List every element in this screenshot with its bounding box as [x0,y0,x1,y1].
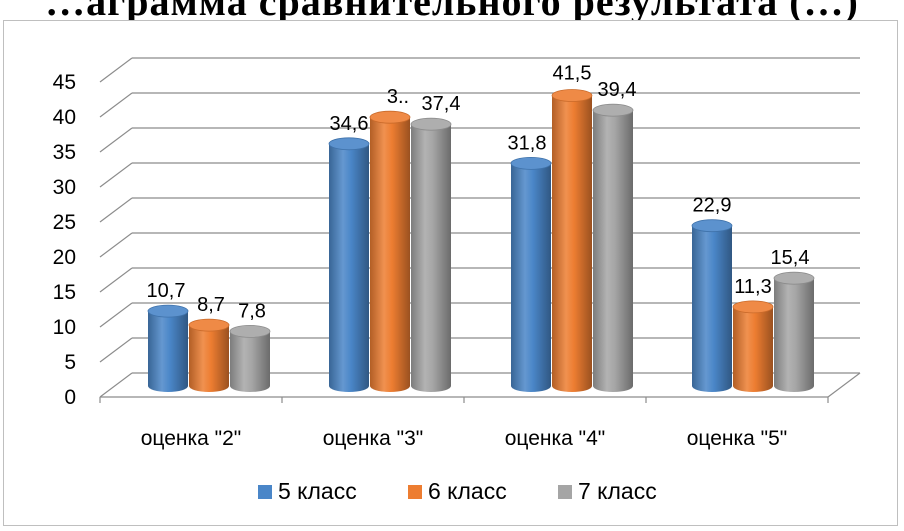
legend-swatch [558,485,572,499]
data-label: 15,4 [771,247,810,269]
bar-top [188,318,230,332]
x-tick-label: оценка "3" [323,427,424,450]
data-labels: 10,7 8,7 7,8 34,6 3.. 37,4 31,8 41,5 39,4 22,9 11,… [147,63,810,323]
bar [511,163,551,392]
bar [189,325,229,392]
bar [692,225,732,392]
data-label: 34,6 [330,113,369,135]
bar [552,95,592,392]
gridline-depth [99,267,133,293]
y-tick-label: 40 [53,106,76,129]
data-label: 3.. [387,86,409,108]
gridline-depth [99,232,133,258]
gridline-depth [99,127,133,153]
data-label: 31,8 [508,132,547,154]
legend-swatch [258,485,272,499]
bar-top [551,89,593,102]
gridline-depth [99,337,133,363]
gridline-depth [99,92,133,118]
y-tick-label: 0 [64,386,76,409]
legend-label: 6 класс [428,478,507,504]
legend-swatch [408,485,422,499]
bar-top [592,103,634,117]
x-tick-label: оценка "2" [141,427,242,450]
x-tick-label: оценка "5" [687,427,788,450]
data-label: 39,4 [598,79,637,101]
data-label: 11,3 [734,276,771,298]
x-tick-label: оценка "4" [505,427,606,450]
bar [370,117,410,392]
y-tick-label: 30 [53,176,76,199]
bars [147,89,815,392]
legend-label: 5 класс [278,478,357,504]
bar-top [328,137,370,151]
y-tick-label: 20 [53,246,76,269]
bar-top [773,271,815,285]
bar [230,331,270,392]
gridline-depth [99,162,133,188]
bar [411,124,451,392]
bar-top [147,304,189,318]
x-axis-ticks: оценка "2" оценка "3" оценка "4" оценка "5" [141,427,788,450]
data-label: 7,8 [238,300,266,322]
bar-top [510,156,552,170]
legend-label: 7 класс [578,478,657,504]
y-axis-ticks: 0 5 10 15 20 25 30 35 40 45 [53,71,76,409]
data-label: 22,9 [693,195,732,217]
floor-edge-right [827,372,861,398]
data-label: 10,7 [147,280,186,302]
bar-top [732,300,774,314]
y-tick-label: 10 [53,316,76,339]
bar [733,306,773,392]
y-tick-label: 35 [53,141,76,164]
bar-top [410,117,452,131]
y-tick-label: 15 [53,281,76,304]
y-tick-label: 45 [53,71,76,94]
gridline-depth [99,302,133,328]
gridline-depth [99,197,133,223]
bar [774,278,814,392]
bar-top [691,219,733,233]
gridline-depth [99,372,133,398]
bar [148,311,188,392]
gridline-depth [99,57,133,83]
bar-top [369,110,411,124]
legend: 5 класс 6 класс 7 класс [258,478,657,504]
y-tick-label: 5 [64,351,76,374]
data-label: 8,7 [197,294,225,316]
chart-walls [99,372,861,403]
y-tick-label: 25 [53,211,76,234]
bar-top [229,324,271,338]
data-label: 41,5 [553,63,592,85]
bar [593,110,633,392]
bar [329,143,369,392]
data-label: 37,4 [422,93,461,115]
